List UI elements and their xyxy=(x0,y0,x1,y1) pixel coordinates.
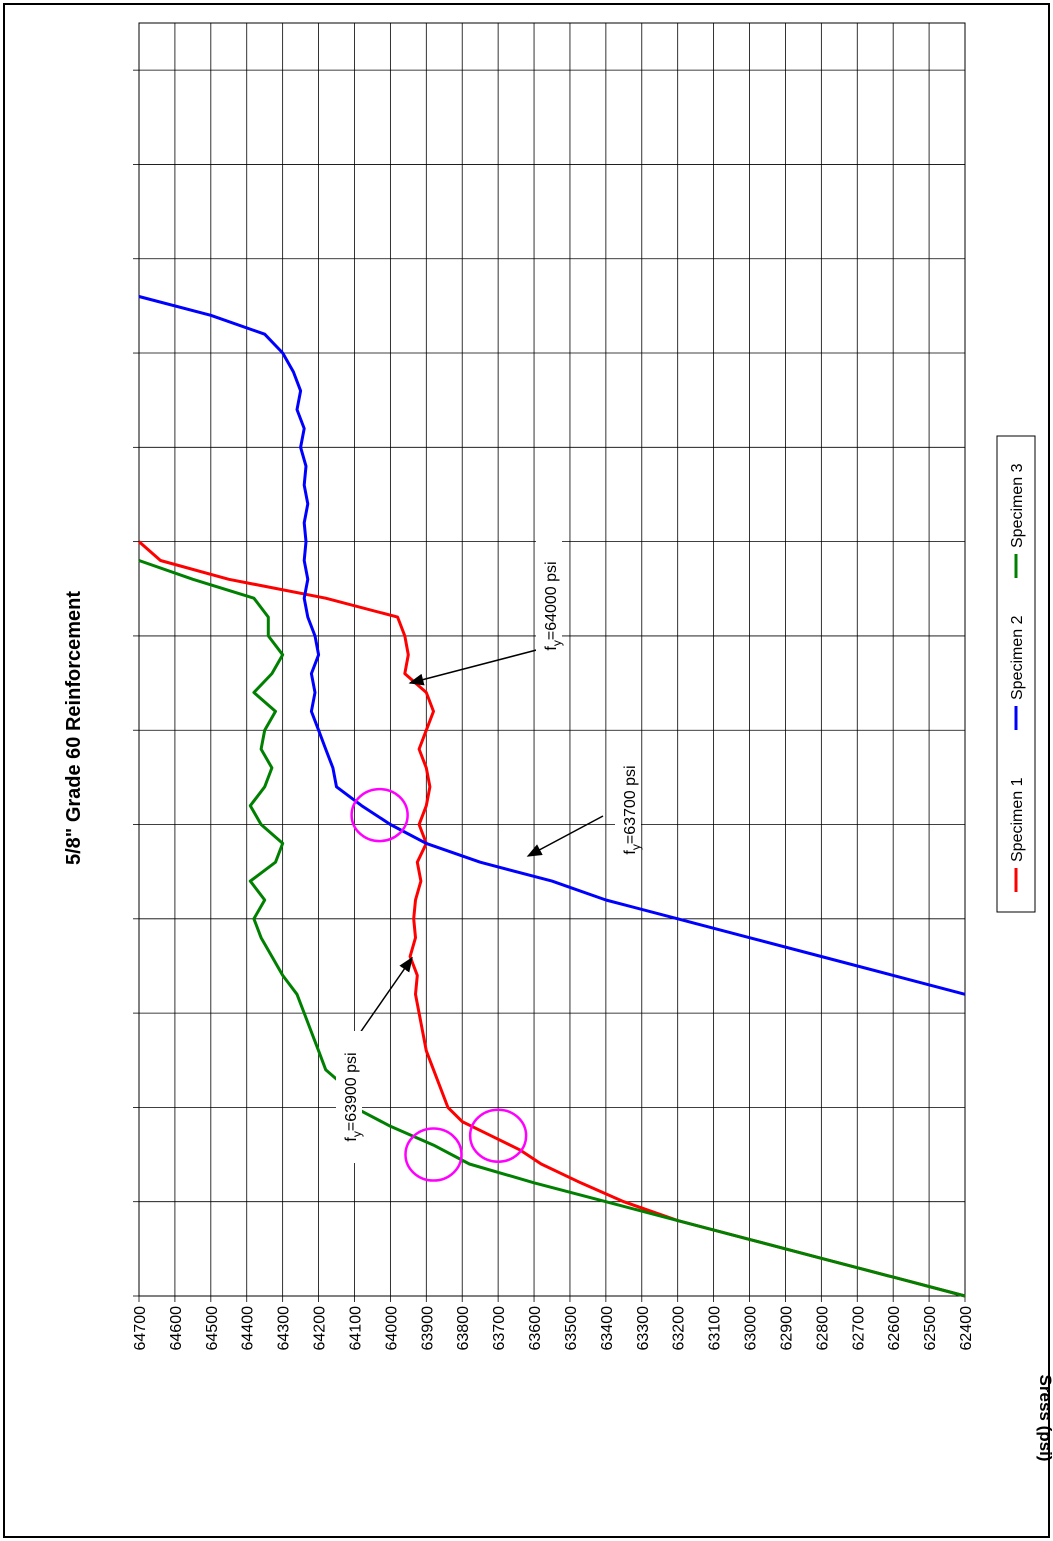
y-axis-title: Sress (psi) xyxy=(1036,1375,1053,1462)
legend: Specimen 1 Specimen 2 Specimen 3 xyxy=(996,435,1036,913)
annotations: fy=64000 psi fy=63700 psi fy=63900 psi xyxy=(336,540,643,1182)
y-tick-label: 64600 xyxy=(168,1306,185,1351)
y-tick-label: 64300 xyxy=(276,1306,293,1351)
y-tick-label: 63800 xyxy=(455,1306,472,1351)
plot-area-border xyxy=(138,22,966,1297)
y-tick-label: 62800 xyxy=(814,1306,831,1351)
y-tick-label: 64100 xyxy=(347,1306,364,1351)
yield-annotation-label: fy=64000 psi xyxy=(543,561,564,650)
y-tick-label: 63200 xyxy=(671,1306,688,1351)
chart-title: 5/8" Grade 60 Reinforcement xyxy=(63,591,85,865)
yield-annotation-label: fy=63900 psi xyxy=(343,1052,364,1141)
y-tick-label: 64200 xyxy=(312,1306,329,1351)
yield-annotation-label: fy=63700 psi xyxy=(622,765,643,854)
yield-point-circle xyxy=(404,1127,463,1182)
y-tick-label: 63100 xyxy=(707,1306,724,1351)
y-tick-label: 63000 xyxy=(743,1306,760,1351)
legend-box xyxy=(996,435,1036,913)
annotation-label-bg xyxy=(536,540,562,672)
outer-border xyxy=(3,3,1050,1538)
y-tick-label: 64500 xyxy=(204,1306,221,1351)
y-tick-label: 63700 xyxy=(491,1306,508,1351)
y-tick-label: 63500 xyxy=(563,1306,580,1351)
annotation-label-bg xyxy=(336,1031,362,1163)
y-tick-label: 62700 xyxy=(850,1306,867,1351)
legend-label-2: Specimen 2 xyxy=(1009,615,1026,700)
annotation-arrow xyxy=(408,646,549,686)
y-tick-label: 63400 xyxy=(599,1306,616,1351)
legend-label-3: Specimen 3 xyxy=(1009,463,1026,548)
y-tick-label: 64400 xyxy=(240,1306,257,1351)
y-tick-labels: 64700 64600 64500 64400 64300 64200 64100 64000… xyxy=(132,1296,975,1351)
yield-point-circle xyxy=(350,787,409,843)
y-tick-label: 63900 xyxy=(419,1306,436,1351)
y-tick-label: 63600 xyxy=(527,1306,544,1351)
y-tick-label: 64700 xyxy=(132,1306,149,1351)
y-tick-label: 62500 xyxy=(922,1306,939,1351)
annotation-label-bg xyxy=(615,744,641,876)
series-line-2 xyxy=(138,295,966,996)
yield-point-circle xyxy=(468,1108,528,1163)
series-lines xyxy=(138,295,966,1298)
y-tick-label: 62600 xyxy=(886,1306,903,1351)
y-tick-label: 64000 xyxy=(383,1306,400,1351)
y-tick-label: 62900 xyxy=(778,1306,795,1351)
annotation-arrow xyxy=(526,815,604,857)
y-tick-label: 63300 xyxy=(635,1306,652,1351)
series-line-1 xyxy=(138,540,966,1298)
y-tick-label: 62400 xyxy=(958,1306,975,1351)
legend-label-1: Specimen 1 xyxy=(1009,777,1026,862)
series-line-3 xyxy=(138,559,966,1298)
annotation-arrow xyxy=(354,956,413,1041)
